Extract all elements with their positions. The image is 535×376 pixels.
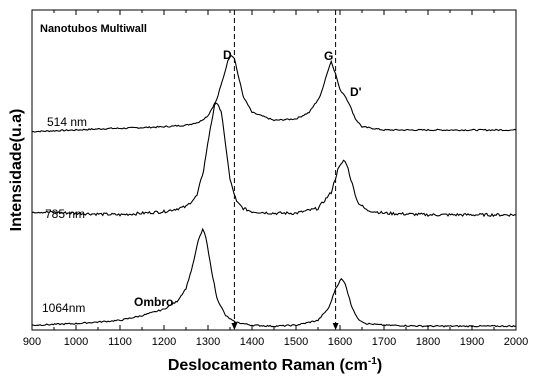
x-axis-title: Deslocamento Raman (cm-1) <box>168 356 382 374</box>
x-tick-label: 1500 <box>284 336 308 348</box>
x-tick-label: 1200 <box>152 336 176 348</box>
x-axis-title-sup: -1 <box>368 356 377 367</box>
series-line-2 <box>31 227 517 328</box>
reference-lines <box>231 10 339 330</box>
series-label-1064: 1064nm <box>42 301 85 315</box>
series-group <box>31 54 517 328</box>
plot-frame <box>31 9 517 331</box>
x-tick-label: 1100 <box>108 336 132 348</box>
y-axis-title: Intensidade(u.a) <box>8 109 25 232</box>
chart-title: Nanotubos Multiwall <box>40 23 147 35</box>
reference-arrow <box>231 323 238 330</box>
x-tick-label: 1300 <box>196 336 220 348</box>
x-tick-label: 2000 <box>504 336 528 348</box>
reference-arrow <box>332 323 339 330</box>
peak-label-d: D <box>223 48 232 62</box>
x-tick-label: 1900 <box>460 336 484 348</box>
x-tick-label: 1400 <box>240 336 264 348</box>
peak-label-d-prime: D' <box>350 85 362 99</box>
axis-ticks: 900 1000 1100 1200 1300 1400 1500 1600 1700 1800 1… <box>23 10 528 348</box>
x-axis-title-close: ) <box>377 357 382 374</box>
series-line-0 <box>31 54 517 133</box>
x-tick-label: 1000 <box>64 336 88 348</box>
x-axis-title-main: Deslocamento Raman (cm <box>168 357 368 374</box>
peak-label-g: G <box>324 49 333 63</box>
x-tick-label: 1600 <box>328 336 352 348</box>
series-label-785: 785 nm <box>45 207 85 221</box>
x-tick-label: 1700 <box>372 336 396 348</box>
series-label-514: 514 nm <box>47 115 87 129</box>
series-line-1 <box>31 102 517 218</box>
x-tick-label: 900 <box>23 336 41 348</box>
x-tick-label: 1800 <box>416 336 440 348</box>
shoulder-label-ombro: Ombro <box>134 295 173 309</box>
